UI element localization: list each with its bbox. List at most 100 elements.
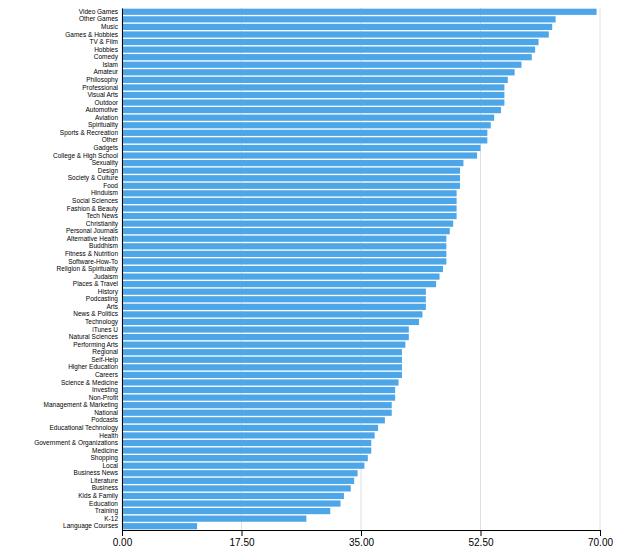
y-tick: Business — [92, 484, 119, 491]
grid — [122, 8, 600, 530]
y-tick-label: TV & Film — [89, 38, 118, 45]
bar — [122, 296, 426, 302]
bar — [122, 455, 368, 461]
x-tick: 17.50 — [229, 530, 254, 548]
y-tick-label: Hinduism — [91, 189, 118, 196]
bar — [122, 470, 358, 476]
bars — [122, 9, 597, 530]
y-tick-label: iTunes U — [92, 326, 118, 333]
bar — [122, 289, 426, 295]
bar — [122, 152, 477, 158]
y-tick-label: Non-Profit — [89, 394, 118, 401]
bar — [122, 478, 354, 484]
y-tick-label: Other Games — [79, 15, 119, 22]
y-tick: Local — [102, 462, 118, 469]
bar — [122, 266, 443, 272]
y-tick: Careers — [95, 371, 119, 378]
y-tick-label: Automotive — [85, 106, 118, 113]
y-tick-label: Islam — [102, 61, 118, 68]
y-tick: Judaism — [94, 273, 118, 280]
y-tick-label: Fitness & Nutrition — [65, 250, 118, 257]
bar — [122, 410, 392, 416]
x-tick: 52.50 — [468, 530, 493, 548]
bar — [122, 137, 487, 143]
bar — [122, 221, 453, 227]
bar — [122, 183, 460, 189]
y-tick: Literature — [91, 477, 119, 484]
x-tick: 70.00 — [588, 530, 613, 548]
bar — [122, 311, 422, 317]
bar — [122, 395, 395, 401]
bar — [122, 251, 446, 257]
y-tick-label: Business — [92, 484, 119, 491]
bar — [122, 447, 371, 453]
y-tick: Places & Travel — [73, 280, 119, 287]
y-tick: Buddhism — [89, 242, 118, 249]
y-tick: Podcasts — [91, 416, 118, 423]
bar — [122, 387, 395, 393]
y-tick-label: Local — [102, 462, 118, 469]
bar — [122, 304, 426, 310]
y-tick: Other — [102, 136, 119, 143]
bar — [122, 281, 436, 287]
x-tick-label: 52.50 — [468, 537, 493, 548]
y-tick-label: K-12 — [104, 515, 118, 522]
y-tick: Non-Profit — [89, 394, 118, 401]
bar — [122, 432, 375, 438]
x-tick: 0.00 — [113, 530, 133, 548]
bar — [122, 516, 306, 522]
y-tick: National — [94, 409, 118, 416]
y-tick: Arts — [106, 303, 118, 310]
bar — [122, 205, 457, 211]
x-tick-label: 35.00 — [349, 537, 374, 548]
bar — [122, 326, 409, 332]
y-tick-label: Business News — [74, 469, 119, 476]
y-tick-label: Podcasts — [91, 416, 118, 423]
y-tick-label: Amateur — [93, 68, 118, 75]
bar — [122, 523, 197, 529]
bar — [122, 372, 402, 378]
y-tick: K-12 — [104, 515, 118, 522]
bar — [122, 243, 446, 249]
bar — [122, 160, 463, 166]
bar — [122, 508, 330, 514]
bar — [122, 99, 504, 105]
y-tick: Amateur — [93, 68, 118, 75]
chart: 0.0017.5035.0052.5070.00Video GamesOther… — [0, 0, 622, 554]
bar — [122, 122, 491, 128]
x-tick-label: 70.00 — [588, 537, 613, 548]
y-tick-label: Alternative Health — [67, 235, 119, 242]
bar — [122, 349, 402, 355]
x-tick-mark — [481, 530, 482, 536]
y-tick: iTunes U — [92, 326, 118, 333]
bar — [122, 379, 399, 385]
y-tick: Tech News — [86, 212, 119, 219]
y-tick: Medicine — [92, 447, 118, 454]
bar — [122, 402, 392, 408]
y-tick-label: National — [94, 409, 118, 416]
bar — [122, 319, 419, 325]
bar — [122, 145, 481, 151]
y-tick: Education — [89, 500, 118, 507]
y-tick: Language Courses — [63, 522, 119, 530]
bar — [122, 84, 504, 90]
y-tick: Aviation — [95, 114, 118, 121]
y-tick-label: Personal Journals — [66, 227, 119, 234]
x-tick-label: 0.00 — [113, 537, 133, 548]
bar — [122, 440, 371, 446]
y-tick: Alternative Health — [67, 235, 119, 242]
bar — [122, 364, 402, 370]
bar — [122, 130, 487, 136]
x-tick-mark — [242, 530, 243, 536]
y-tick-label: Food — [103, 182, 118, 189]
bar — [122, 334, 409, 340]
bar — [122, 493, 344, 499]
y-tick-label: Music — [101, 23, 119, 30]
y-tick-label: Outdoor — [95, 99, 119, 106]
y-axis-line — [122, 9, 123, 531]
y-tick: Music — [101, 23, 119, 30]
bar — [122, 39, 539, 45]
bar — [122, 190, 457, 196]
bar — [122, 273, 440, 279]
y-tick-label: Social Sciences — [72, 197, 119, 204]
